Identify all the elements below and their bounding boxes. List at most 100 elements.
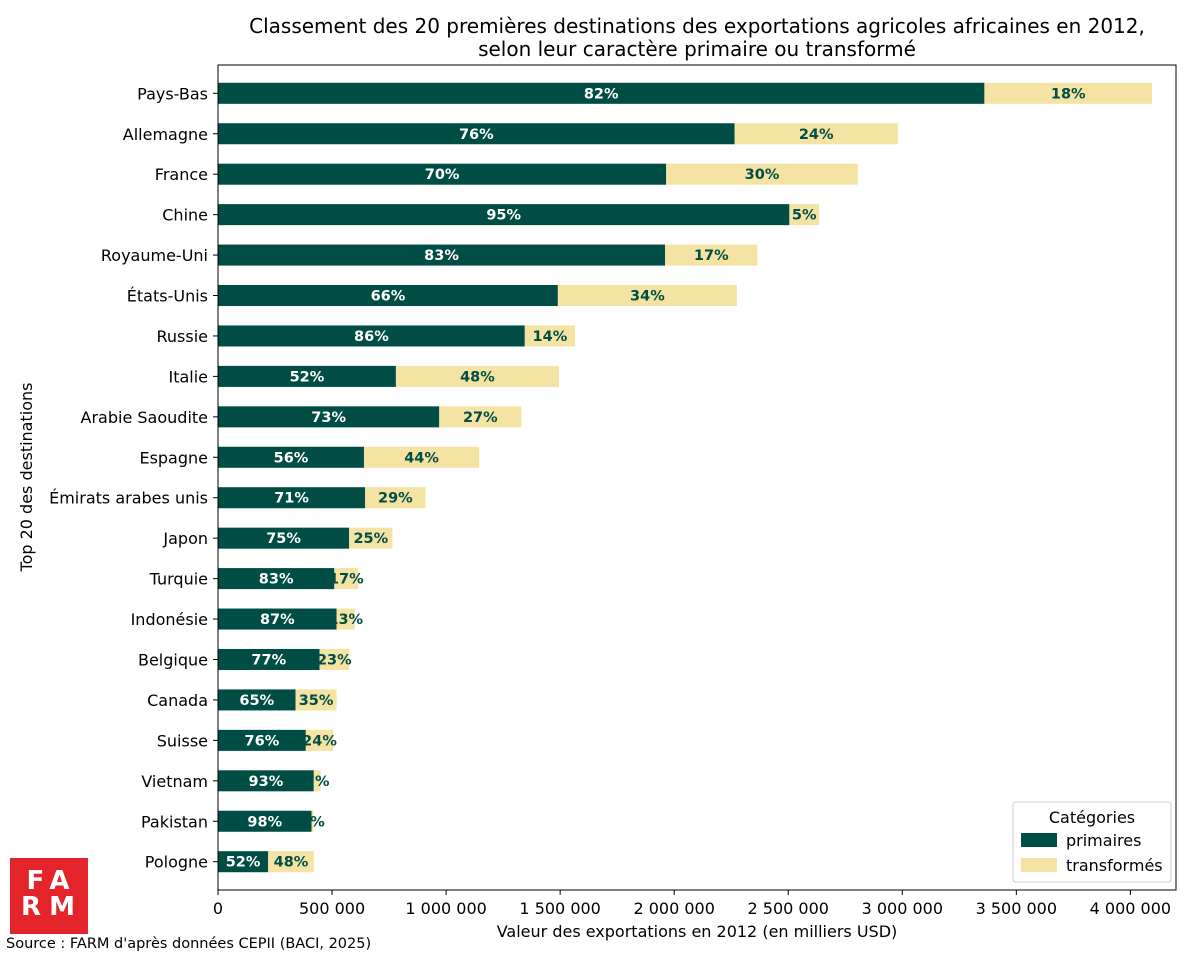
y-tick-label: Pologne — [145, 853, 208, 872]
bar-label-transformes: 17% — [329, 572, 364, 588]
bar-primaires — [218, 487, 366, 509]
bar-primaires — [218, 689, 296, 711]
bars-group — [218, 82, 1153, 873]
farm-logo: FA RM — [10, 858, 88, 934]
y-tick-label: France — [155, 165, 208, 184]
y-tick-label: Turquie — [149, 570, 208, 589]
bar-label-transformes: 14% — [533, 329, 568, 345]
bar-primaires — [218, 365, 396, 387]
bar-transformes — [789, 204, 820, 226]
bar-label-transformes: 5% — [792, 208, 817, 224]
bar-primaires — [218, 82, 985, 104]
bar-label-primaires: 83% — [259, 572, 294, 588]
bar-label-primaires: 76% — [245, 733, 280, 749]
bar-label-primaires: 56% — [274, 450, 309, 466]
bar-primaires — [218, 406, 440, 428]
y-tick-label: Russie — [157, 327, 209, 346]
bar-label-primaires: 87% — [260, 612, 295, 628]
bar-label-primaires: 52% — [226, 855, 261, 871]
x-axis-label: Valeur des exportations en 2012 (en mill… — [497, 922, 898, 941]
bar-primaires — [218, 325, 525, 347]
bar-label-transformes: 18% — [1051, 86, 1086, 102]
x-tick-label: 2 500 000 — [748, 899, 829, 918]
bar-primaires — [218, 770, 314, 792]
bar-label-transformes: 27% — [463, 410, 498, 426]
bar-transformes — [305, 729, 334, 751]
y-tick-label: Chine — [162, 206, 208, 225]
y-tick-label: Arabie Saoudite — [81, 408, 208, 427]
bar-label-primaires: 77% — [251, 652, 286, 668]
bar-primaires — [218, 446, 364, 468]
bar-label-transformes: 35% — [299, 693, 334, 709]
legend: Catégories primaires transformés — [1012, 801, 1172, 883]
y-tick-label: Indonésie — [131, 610, 208, 629]
bar-label-transformes: 44% — [404, 450, 439, 466]
bar-label-primaires: 66% — [371, 289, 406, 305]
legend-label-primaires: primaires — [1066, 831, 1141, 850]
legend-swatch-transformes — [1021, 858, 1057, 872]
y-tick-label: États-Unis — [127, 287, 208, 306]
bar-transformes — [349, 527, 393, 549]
bar-primaires — [218, 568, 335, 590]
y-tick-label: Belgique — [138, 650, 208, 669]
bar-transformes — [557, 285, 737, 307]
y-tick-label: Pays-Bas — [137, 84, 208, 103]
bar-label-transformes: 17% — [694, 248, 729, 264]
bar-transformes — [734, 123, 898, 145]
bar-transformes — [395, 365, 560, 387]
bar-label-primaires: 98% — [247, 814, 282, 830]
bar-label-primaires: 82% — [584, 86, 619, 102]
y-tick-label: Canada — [147, 691, 208, 710]
y-tick-label: Suisse — [157, 731, 208, 750]
bar-primaires — [218, 648, 320, 670]
bar-primaires — [218, 285, 558, 307]
bar-label-transformes: 23% — [317, 652, 352, 668]
bar-primaires — [218, 851, 269, 873]
bar-label-transformes: 2% — [300, 814, 325, 830]
bar-transformes — [984, 82, 1153, 104]
logo-line-2: RM — [21, 892, 83, 922]
y-tick-label: Japon — [162, 529, 208, 548]
bar-label-transformes: 7% — [305, 774, 330, 790]
bar-label-primaires: 95% — [486, 208, 521, 224]
bar-label-primaires: 76% — [459, 127, 494, 143]
y-tick-label: Royaume-Uni — [101, 246, 208, 265]
bar-label-primaires: 70% — [425, 167, 460, 183]
y-tick-label: Italie — [168, 367, 208, 386]
legend-swatch-primaires — [1021, 833, 1057, 847]
source-note: Source : FARM d'après données CEPII (BAC… — [6, 936, 372, 952]
bar-label-primaires: 86% — [354, 329, 389, 345]
chart-subtitle: selon leur caractère primaire ou transfo… — [478, 37, 916, 61]
bar-transformes — [295, 689, 337, 711]
x-tick-label: 0 — [213, 899, 223, 918]
legend-title: Catégories — [1049, 808, 1135, 827]
bar-label-transformes: 48% — [460, 369, 495, 385]
bar-label-primaires: 75% — [266, 531, 301, 547]
y-tick-label: Allemagne — [123, 125, 208, 144]
bar-transformes — [311, 810, 314, 832]
y-tick-label: Émirats arabes unis — [49, 489, 208, 508]
bar-transformes — [365, 487, 426, 509]
bar-primaires — [218, 244, 666, 266]
bar-label-primaires: 73% — [311, 410, 346, 426]
bar-label-transformes: 29% — [378, 491, 413, 507]
y-tick-label: Vietnam — [141, 772, 208, 791]
bar-transformes — [666, 163, 858, 185]
bar-label-primaires: 93% — [249, 774, 284, 790]
x-tick-label: 3 500 000 — [976, 899, 1057, 918]
bar-transformes — [334, 568, 359, 590]
bar-primaires — [218, 729, 306, 751]
y-tick-label: Espagne — [139, 448, 208, 467]
bar-label-primaires: 71% — [274, 491, 309, 507]
bar-label-transformes: 34% — [630, 289, 665, 305]
y-tick-label: Pakistan — [141, 812, 208, 831]
bar-primaires — [218, 810, 312, 832]
x-tick-label: 3 000 000 — [862, 899, 943, 918]
bar-transformes — [665, 244, 758, 266]
bar-label-primaires: 83% — [424, 248, 459, 264]
bar-transformes — [313, 770, 321, 792]
bar-labels-group: 82% 18% 76% 24% 70% 30% 95% 5% 83% 17% 66% 34% 86% 14… — [226, 86, 1086, 870]
logo-line-1: FA — [26, 866, 78, 896]
bar-transformes — [363, 446, 480, 468]
